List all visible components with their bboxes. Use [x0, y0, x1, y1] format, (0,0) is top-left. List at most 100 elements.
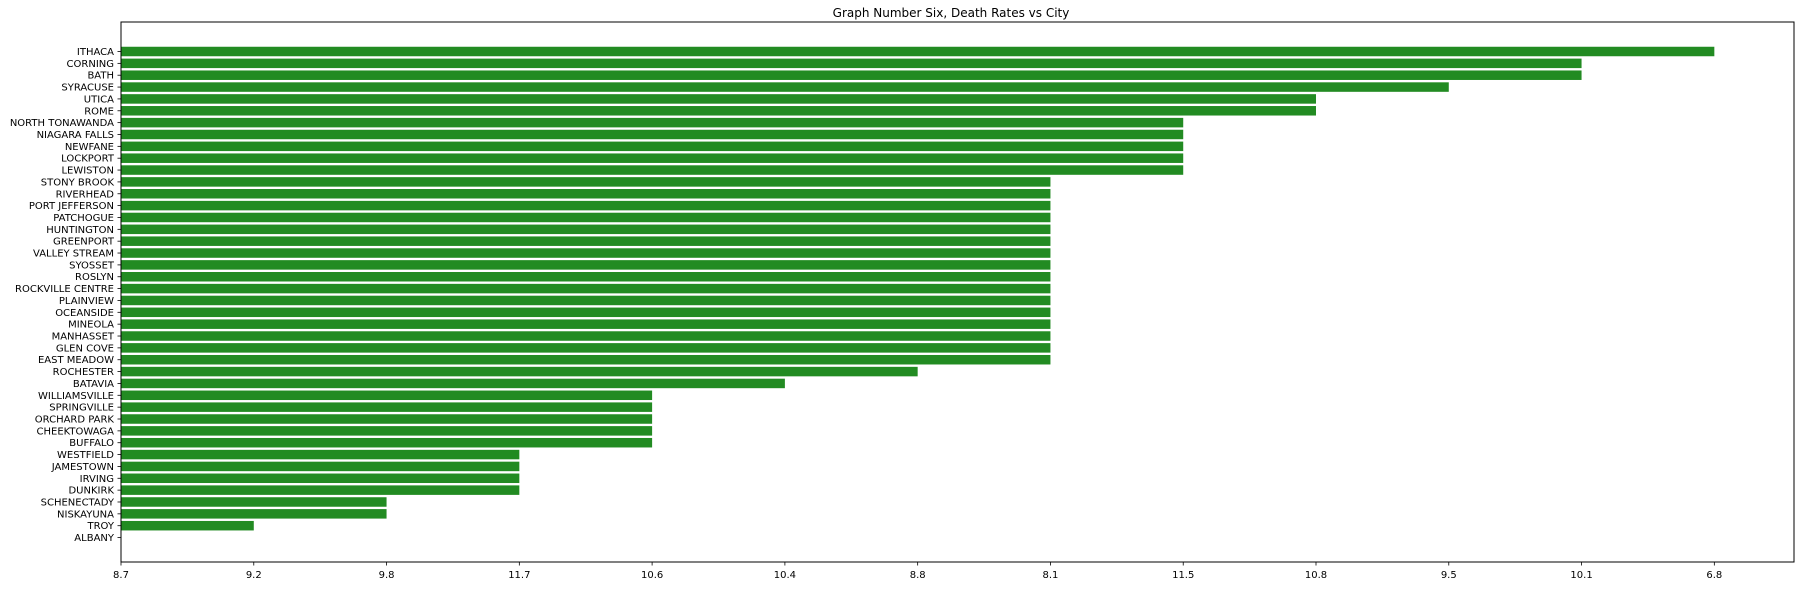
y-tick-label: DUNKIRK — [68, 486, 114, 497]
x-tick-label: 9.2 — [246, 570, 262, 581]
bar — [121, 82, 1449, 92]
y-tick-label: BATH — [87, 71, 114, 82]
bars-layer — [121, 46, 1715, 531]
bar — [121, 165, 1184, 175]
bar — [121, 461, 520, 472]
bar — [121, 236, 1051, 246]
bar — [121, 129, 1184, 140]
bar — [121, 117, 1184, 128]
y-tick-label: MANHASSET — [52, 332, 115, 343]
y-tick-label: ORCHARD PARK — [35, 415, 115, 426]
y-tick-label: IRVING — [80, 474, 114, 485]
y-tick-labels: ITHACACORNINGBATHSYRACUSEUTICAROMENORTH … — [10, 47, 121, 544]
bar — [121, 141, 1184, 152]
bar — [121, 58, 1582, 69]
y-tick-label: UTICA — [84, 94, 114, 105]
x-tick-label: 8.7 — [113, 570, 129, 581]
x-tick-label: 11.7 — [508, 570, 530, 581]
y-tick-label: ALBANY — [74, 533, 115, 544]
y-tick-label: WILLIAMSVILLE — [38, 391, 114, 402]
y-tick-label: TROY — [87, 521, 115, 532]
x-tick-label: 11.5 — [1172, 570, 1194, 581]
y-tick-label: LEWISTON — [61, 166, 114, 177]
x-tick-label: 10.1 — [1570, 570, 1592, 581]
y-tick-label: NIAGARA FALLS — [37, 130, 114, 141]
y-tick-label: EAST MEADOW — [38, 355, 114, 366]
y-tick-label: WESTFIELD — [57, 450, 114, 461]
y-tick-label: NEWFANE — [65, 142, 114, 153]
chart-title: Graph Number Six, Death Rates vs City — [833, 6, 1070, 20]
y-tick-label: HUNTINGTON — [46, 225, 114, 236]
bar — [121, 331, 1051, 341]
bar — [121, 509, 387, 519]
y-tick-label: CHEEKTOWAGA — [37, 426, 115, 437]
y-tick-label: BATAVIA — [73, 379, 114, 390]
bar — [121, 414, 653, 424]
y-tick-label: MINEOLA — [68, 320, 114, 331]
bar — [121, 177, 1051, 187]
x-tick-label: 10.6 — [641, 570, 663, 581]
x-tick-label: 9.8 — [379, 570, 395, 581]
bar — [121, 449, 520, 460]
x-tick-label: 10.8 — [1305, 570, 1327, 581]
bar — [121, 497, 387, 507]
bar — [121, 189, 1051, 199]
bar — [121, 343, 1051, 353]
y-tick-label: NISKAYUNA — [57, 509, 114, 520]
bar — [121, 354, 1051, 365]
x-tick-label: 10.4 — [774, 570, 796, 581]
y-tick-label: ITHACA — [77, 47, 114, 58]
x-tick-label: 8.8 — [910, 570, 926, 581]
y-tick-label: STONY BROOK — [41, 177, 115, 188]
bar — [121, 94, 1316, 104]
bar — [121, 366, 918, 377]
bar — [121, 473, 520, 484]
y-tick-label: SPRINGVILLE — [49, 403, 114, 414]
x-tick-labels: 8.7 9.2 9.8 11.7 10.6 10.4 8.8 8.1 11.5 10.8 9.5 10… — [113, 562, 1722, 581]
bar — [121, 260, 1051, 270]
y-tick-label: GLEN COVE — [56, 343, 114, 354]
x-tick-label: 8.1 — [1042, 570, 1058, 581]
y-tick-label: SYOSSET — [69, 260, 115, 271]
bar — [121, 319, 1051, 329]
plot-frame — [120, 21, 1795, 563]
bar — [121, 520, 254, 531]
y-tick-label: ROCKVILLE CENTRE — [15, 284, 114, 295]
bar — [121, 295, 1051, 306]
y-tick-label: PLAINVIEW — [59, 296, 114, 307]
bar — [121, 70, 1582, 80]
bar — [121, 200, 1051, 211]
y-tick-label: RIVERHEAD — [56, 189, 115, 200]
bar — [121, 46, 1715, 57]
bar — [121, 378, 785, 389]
bar — [121, 307, 1051, 318]
y-tick-label: GREENPORT — [53, 237, 115, 248]
bar — [121, 271, 1051, 282]
x-tick-label: 9.5 — [1441, 570, 1457, 581]
y-tick-label: JAMESTOWN — [51, 462, 114, 473]
y-tick-label: ROSLYN — [75, 272, 114, 283]
bar — [121, 283, 1051, 294]
y-tick-label: PATCHOGUE — [53, 213, 114, 224]
y-tick-label: OCEANSIDE — [55, 308, 114, 319]
bar — [121, 106, 1316, 116]
y-tick-label: NORTH TONAWANDA — [10, 118, 114, 129]
bar — [121, 248, 1051, 258]
y-tick-label: ROME — [84, 106, 114, 117]
bar — [121, 402, 653, 412]
bar — [121, 212, 1051, 223]
y-tick-label: BUFFALO — [69, 438, 114, 449]
x-tick-label: 6.8 — [1706, 570, 1722, 581]
y-tick-label: CORNING — [67, 59, 114, 70]
y-tick-label: SYRACUSE — [61, 83, 114, 94]
y-tick-label: VALLEY STREAM — [33, 249, 114, 260]
bar — [121, 224, 1051, 235]
bar — [121, 426, 653, 436]
y-tick-label: ROCHESTER — [53, 367, 114, 378]
y-tick-label: SCHENECTADY — [41, 497, 115, 508]
bar — [121, 437, 653, 448]
bar — [121, 485, 520, 495]
bar — [121, 390, 653, 401]
y-tick-label: LOCKPORT — [61, 154, 115, 165]
